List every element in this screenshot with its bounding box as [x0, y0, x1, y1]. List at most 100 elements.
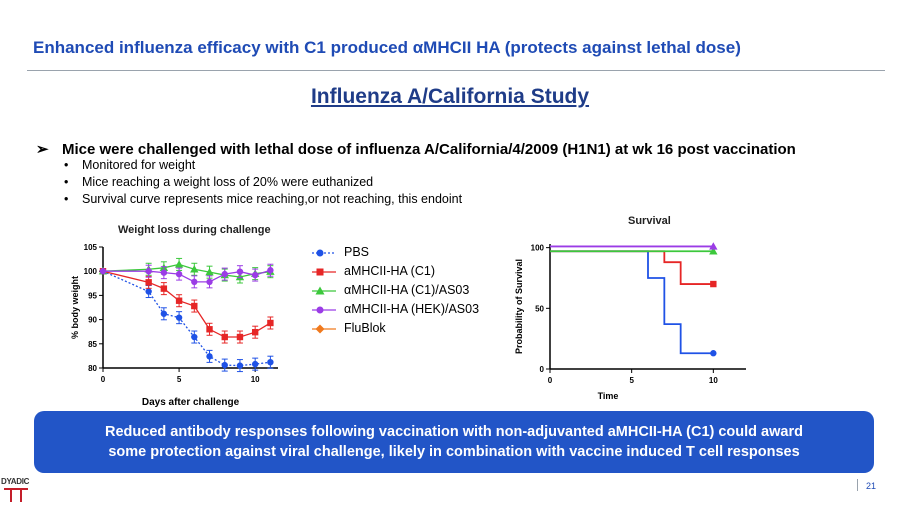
bullet-item: Mice reaching a weight loss of 20% were …	[62, 174, 462, 191]
data-point	[191, 302, 198, 310]
data-point	[145, 279, 152, 286]
legend-label: aMHCII-HA (C1)	[344, 264, 435, 278]
logo-mark-icon	[4, 488, 28, 502]
data-point	[191, 333, 198, 341]
legend-label: FluBlok	[344, 321, 386, 335]
x-tick-label: 5	[177, 375, 182, 384]
data-point	[206, 353, 213, 360]
data-point	[175, 270, 183, 278]
legend-marker	[315, 324, 325, 334]
series-line	[103, 269, 271, 283]
legend-swatch-icon	[312, 268, 336, 276]
series-line	[550, 250, 714, 285]
data-point	[251, 328, 259, 336]
end-marker	[710, 280, 717, 288]
study-title: Influenza A/California Study	[310, 85, 590, 108]
data-point	[191, 278, 198, 286]
legend-marker	[315, 286, 325, 295]
banner-line-1: Reduced antibody responses following vac…	[105, 424, 803, 440]
legend-label: αMHCII-HA (C1)/AS03	[344, 283, 470, 297]
banner-line-2: some protection against viral challenge,…	[108, 444, 800, 460]
data-point	[221, 270, 228, 278]
y-tick-label: 50	[535, 304, 544, 313]
series-aMHCII-HA (C1)	[550, 250, 717, 288]
arrow-bullet-icon: ➢	[36, 141, 49, 158]
series-PBS	[550, 250, 717, 357]
end-marker	[709, 242, 718, 250]
x-axis-label: Time	[598, 391, 619, 401]
legend-swatch-icon	[312, 249, 336, 257]
legend-label: αMHCII-HA (HEK)/AS03	[344, 302, 480, 316]
data-point	[145, 288, 152, 295]
data-point	[160, 269, 168, 276]
data-point	[205, 267, 214, 276]
data-point	[221, 361, 228, 369]
data-point	[236, 268, 244, 275]
data-point	[160, 310, 168, 317]
data-point	[190, 265, 199, 273]
x-tick-label: 10	[709, 376, 718, 385]
company-logo: DYADIC	[0, 477, 34, 506]
data-point	[206, 278, 213, 286]
series-αMHCII-HA (HEK)/AS03	[550, 242, 718, 250]
page-number-divider	[857, 479, 858, 491]
legend-marker	[316, 249, 324, 257]
y-tick-label: 0	[540, 365, 545, 374]
y-tick-label: 90	[88, 316, 97, 325]
legend-item: PBS	[310, 243, 479, 262]
x-tick-label: 5	[629, 376, 634, 385]
detail-bullets: Monitored for weight Mice reaching a wei…	[62, 157, 462, 208]
y-tick-label: 105	[84, 243, 98, 252]
legend-item: FluBlok	[310, 319, 479, 338]
series-aMHCII-HA (C1)	[99, 268, 274, 344]
y-tick-label: 100	[531, 244, 545, 253]
y-axis-label: Probability of Survival	[514, 259, 524, 354]
lead-statement: ➢ Mice were challenged with lethal dose o…	[36, 140, 796, 158]
legend-item: αMHCII-HA (HEK)/AS03	[310, 300, 479, 319]
series-αMHCII-HA (C1)/AS03	[550, 247, 718, 255]
lead-text: Mice were challenged with lethal dose of…	[62, 141, 796, 158]
data-point	[236, 362, 244, 369]
data-point	[236, 333, 244, 341]
series-line	[102, 270, 271, 338]
legend-label: PBS	[344, 245, 370, 259]
data-point	[267, 358, 274, 366]
bullet-item: Survival curve represents mice reaching,…	[62, 191, 462, 208]
legend-item: αMHCII-HA (C1)/AS03	[310, 281, 479, 300]
series-PBS	[99, 268, 274, 373]
data-point	[267, 267, 274, 274]
legend-swatch-icon	[312, 324, 336, 334]
slide-header: Enhanced influenza efficacy with C1 prod…	[33, 38, 741, 57]
conclusion-banner: Reduced antibody responses following vac…	[34, 411, 874, 473]
data-point	[251, 360, 259, 368]
data-point	[99, 268, 107, 275]
data-point	[174, 260, 184, 268]
series-line	[550, 250, 714, 355]
x-tick-label: 0	[548, 376, 553, 385]
data-point	[175, 297, 183, 304]
legend-marker	[316, 268, 324, 276]
y-tick-label: 100	[84, 267, 98, 276]
weight-loss-chart: 80 85 90 95 100 105 0 5 10 Days after challenge % …	[70, 243, 278, 408]
y-tick-label: 80	[88, 364, 97, 373]
weight-chart-title: Weight loss during challenge	[118, 224, 271, 236]
y-tick-label: 85	[88, 340, 97, 349]
end-marker	[710, 350, 717, 357]
legend-marker	[316, 306, 324, 314]
page-number: 21	[866, 481, 877, 491]
chart-legend: PBS aMHCII-HA (C1) αMHCII-HA (C1)/AS03 αMHC…	[310, 243, 479, 338]
data-point	[160, 285, 168, 292]
survival-chart: 0 50 100 0 5 10 Time Probability of Survival	[514, 242, 746, 401]
series-line	[102, 270, 271, 367]
data-point	[251, 271, 259, 279]
x-tick-label: 10	[251, 375, 260, 384]
data-point	[267, 319, 274, 327]
y-axis-label: % body weight	[70, 276, 80, 339]
data-point	[206, 326, 213, 333]
survival-chart-title: Survival	[628, 215, 671, 227]
data-point	[145, 268, 152, 275]
legend-item: aMHCII-HA (C1)	[310, 262, 479, 281]
series-αMHCII-HA (HEK)/AS03	[99, 263, 274, 289]
legend-swatch-icon	[312, 286, 336, 295]
y-tick-label: 95	[88, 291, 97, 300]
